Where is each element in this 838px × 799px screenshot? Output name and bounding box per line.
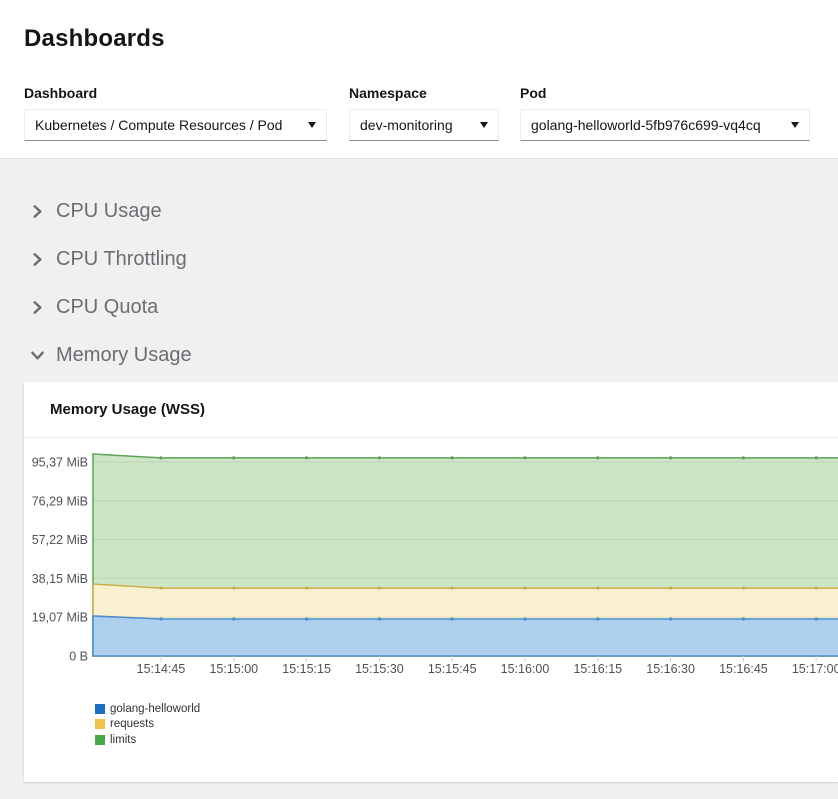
data-point-requests xyxy=(232,586,236,590)
x-axis-label: 15:15:00 xyxy=(209,662,258,676)
section-title: CPU Quota xyxy=(56,295,159,318)
section-title: Memory Usage xyxy=(56,343,192,366)
y-axis-label: 57,22 MiB xyxy=(32,533,88,547)
data-point-requests xyxy=(450,586,454,590)
dashboard-filter-label: Dashboard xyxy=(24,85,98,101)
data-point-limits xyxy=(377,456,381,460)
namespace-select-value: dev-monitoring xyxy=(360,117,453,133)
data-point-limits xyxy=(741,456,746,460)
data-point-golang-helloworld xyxy=(159,617,163,621)
namespace-filter: Namespace dev-monitoring xyxy=(349,85,499,141)
legend-label: limits xyxy=(110,733,137,746)
data-point-golang-helloworld xyxy=(305,617,309,621)
data-point-golang-helloworld xyxy=(814,617,818,621)
data-point-requests xyxy=(159,586,163,590)
caret-down-icon xyxy=(480,122,488,128)
pod-select[interactable]: golang-helloworld-5fb976c699-vq4cq xyxy=(520,109,810,141)
y-axis-label: 76,29 MiB xyxy=(32,494,88,508)
x-axis-label: 15:16:00 xyxy=(501,662,550,676)
x-axis-label: 15:16:15 xyxy=(573,662,622,676)
section-title: CPU Usage xyxy=(56,199,162,222)
memory-usage-chart: 15:14:45 15:15:00 15:15:15 15:15:30 15:15:45… xyxy=(32,453,838,676)
data-point-golang-helloworld xyxy=(596,617,600,621)
dashboard-select[interactable]: Kubernetes / Compute Resources / Pod xyxy=(24,109,327,141)
chevron-right-icon xyxy=(33,204,42,218)
section-toggle-cpu-usage[interactable]: CPU Usage xyxy=(0,187,838,235)
legend-item-requests[interactable]: requests xyxy=(95,717,838,733)
data-point-limits xyxy=(669,456,673,460)
dashboard-select-value: Kubernetes / Compute Resources / Pod xyxy=(35,117,283,133)
chart-legend: golang-helloworld requests limits xyxy=(95,701,838,748)
section-toggle-cpu-quota[interactable]: CPU Quota xyxy=(0,283,838,331)
caret-down-icon xyxy=(308,122,316,128)
pod-select-value: golang-helloworld-5fb976c699-vq4cq xyxy=(531,117,761,133)
filter-bar: Dashboards Dashboard Kubernetes / Comput… xyxy=(0,0,838,158)
chart-card-title: Memory Usage (WSS) xyxy=(24,382,838,438)
legend-label: requests xyxy=(110,718,155,731)
x-axis-label: 15:16:30 xyxy=(646,662,695,676)
namespace-filter-label: Namespace xyxy=(349,85,427,101)
data-point-golang-helloworld xyxy=(669,617,673,621)
data-point-requests xyxy=(305,586,309,590)
data-point-limits xyxy=(450,456,454,460)
x-axis-label: 15:14:45 xyxy=(137,662,186,676)
data-point-limits xyxy=(159,456,163,460)
x-axis-label: 15:17:00 xyxy=(792,662,838,676)
legend-item-golang-helloworld[interactable]: golang-helloworld xyxy=(95,701,838,717)
data-point-requests xyxy=(377,586,381,590)
chevron-right-icon xyxy=(33,252,42,266)
legend-label: golang-helloworld xyxy=(110,702,201,715)
legend-swatch-gold xyxy=(95,719,105,730)
chevron-right-icon xyxy=(33,300,42,314)
memory-usage-card: Memory Usage (WSS) 15:14:45 15:15:00 15:15… xyxy=(24,382,838,782)
section-toggle-cpu-throttling[interactable]: CPU Throttling xyxy=(0,235,838,283)
x-axis-label: 15:15:15 xyxy=(282,662,331,676)
dashboard-panels-area: CPU Usage CPU Throttling CPU Quota Memor… xyxy=(0,158,838,799)
pod-filter: Pod golang-helloworld-5fb976c699-vq4cq xyxy=(520,85,810,141)
data-point-requests xyxy=(523,586,527,590)
data-point-requests xyxy=(596,586,600,590)
page-title: Dashboards xyxy=(24,25,165,52)
x-axis-label: 15:16:45 xyxy=(719,662,768,676)
data-point-golang-helloworld xyxy=(741,617,746,621)
data-point-limits xyxy=(523,456,527,460)
section-title: CPU Throttling xyxy=(56,247,187,270)
chart-area: 15:14:45 15:15:00 15:15:15 15:15:30 15:15:45… xyxy=(24,444,838,689)
y-axis-label: 0 B xyxy=(69,650,88,664)
data-point-limits xyxy=(305,456,309,460)
chevron-down-icon xyxy=(31,350,44,360)
data-point-limits xyxy=(596,456,600,460)
legend-item-limits[interactable]: limits xyxy=(95,732,838,748)
filter-row: Dashboard Kubernetes / Compute Resources… xyxy=(0,85,838,158)
caret-down-icon xyxy=(791,122,799,128)
namespace-select[interactable]: dev-monitoring xyxy=(349,109,499,141)
y-axis-label: 95,37 MiB xyxy=(32,455,88,469)
data-point-golang-helloworld xyxy=(450,617,454,621)
pod-filter-label: Pod xyxy=(520,85,547,101)
data-point-requests xyxy=(741,586,746,590)
dashboard-filter: Dashboard Kubernetes / Compute Resources… xyxy=(24,85,327,141)
y-axis-label: 38,15 MiB xyxy=(32,572,88,586)
data-point-requests xyxy=(814,586,818,590)
x-axis-label: 15:15:45 xyxy=(428,662,477,676)
data-point-golang-helloworld xyxy=(232,617,236,621)
data-point-requests xyxy=(669,586,673,590)
x-axis-label: 15:15:30 xyxy=(355,662,404,676)
data-point-golang-helloworld xyxy=(377,617,381,621)
area-series-golang-helloworld xyxy=(92,615,838,657)
legend-swatch-green xyxy=(95,734,105,745)
legend-swatch-blue xyxy=(95,703,105,714)
data-point-limits xyxy=(814,456,818,460)
y-axis-label: 19,07 MiB xyxy=(32,611,88,625)
data-point-limits xyxy=(232,456,236,460)
data-point-golang-helloworld xyxy=(523,617,527,621)
section-toggle-memory-usage[interactable]: Memory Usage xyxy=(0,331,838,379)
